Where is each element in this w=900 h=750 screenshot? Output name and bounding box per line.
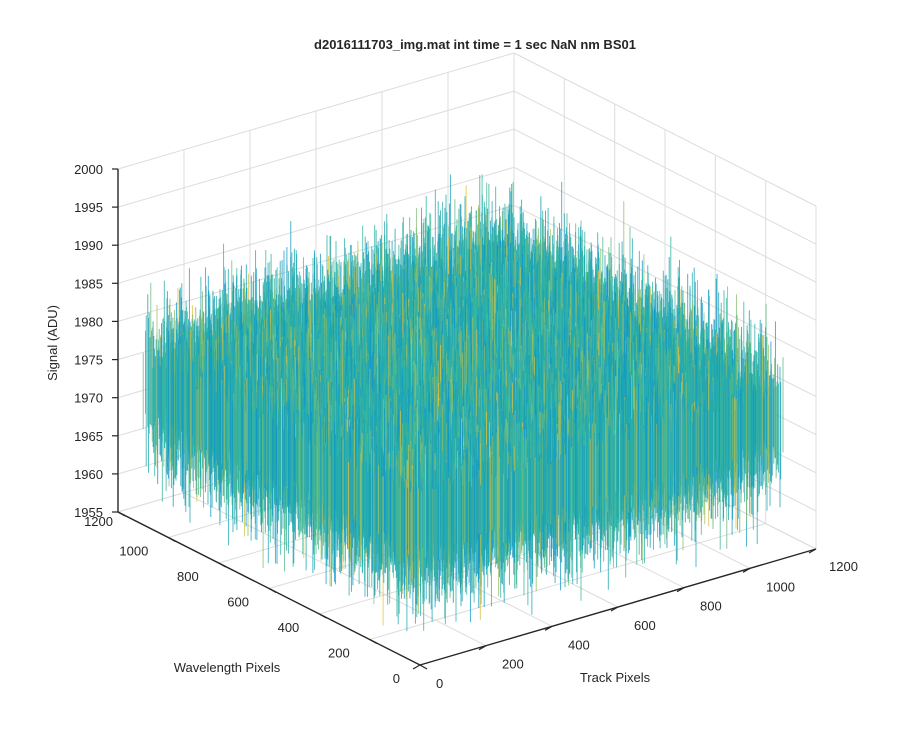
chart-title: d2016111703_img.mat int time = 1 sec NaN…: [314, 37, 636, 52]
surface-data: [143, 174, 783, 631]
